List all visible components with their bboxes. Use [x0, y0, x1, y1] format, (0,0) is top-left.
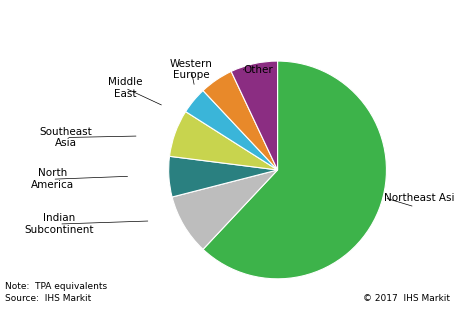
Wedge shape	[203, 61, 386, 279]
Text: Source:  IHS Markit: Source: IHS Markit	[5, 294, 92, 303]
Text: Indian
Subcontinent: Indian Subcontinent	[25, 213, 94, 235]
Wedge shape	[170, 112, 278, 170]
Text: Middle
East: Middle East	[108, 77, 142, 99]
Wedge shape	[172, 170, 278, 249]
Text: World consumption of TPA and DMT—2017: World consumption of TPA and DMT—2017	[5, 13, 356, 28]
Text: North
America: North America	[31, 168, 74, 190]
Text: Northeast Asia: Northeast Asia	[384, 193, 455, 203]
Text: Southeast
Asia: Southeast Asia	[40, 127, 92, 148]
Text: © 2017  IHS Markit: © 2017 IHS Markit	[363, 294, 450, 303]
Text: Other: Other	[243, 65, 273, 74]
Wedge shape	[186, 91, 278, 170]
Wedge shape	[169, 156, 278, 197]
Wedge shape	[203, 71, 278, 170]
Wedge shape	[231, 61, 278, 170]
Text: Western
Europe: Western Europe	[170, 59, 212, 80]
Text: Note:  TPA equivalents: Note: TPA equivalents	[5, 282, 107, 291]
